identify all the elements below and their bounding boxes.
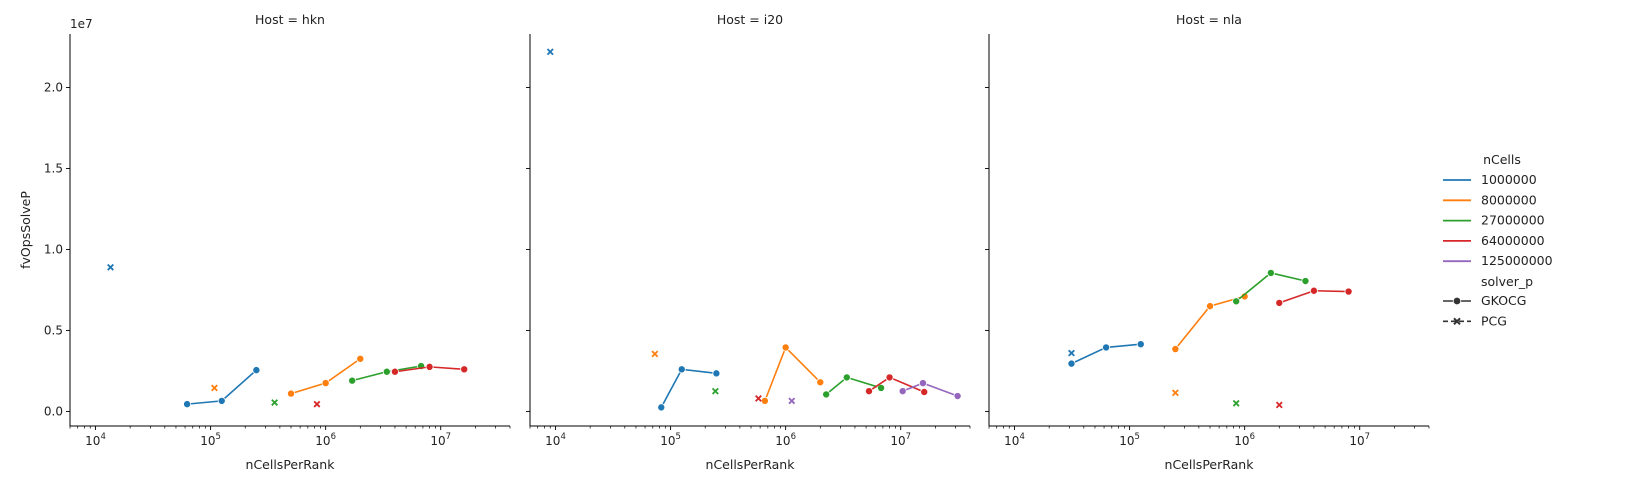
data-point-x bbox=[546, 48, 554, 56]
data-point-circle bbox=[382, 367, 391, 376]
y-tick-label: 2.0 bbox=[44, 80, 63, 94]
data-point-circle bbox=[712, 369, 721, 378]
data-point-circle bbox=[760, 396, 769, 405]
data-point-circle bbox=[898, 387, 907, 396]
data-point-x bbox=[755, 395, 762, 402]
legend-label: 27000000 bbox=[1481, 213, 1545, 228]
data-point-circle bbox=[1301, 277, 1310, 286]
x-tick-label: 107 bbox=[430, 432, 451, 448]
data-point-circle bbox=[460, 365, 469, 374]
data-point-circle bbox=[217, 396, 226, 405]
data-point-circle bbox=[877, 383, 886, 392]
y-tick-label: 1.0 bbox=[44, 242, 63, 256]
data-point-circle bbox=[657, 403, 666, 412]
data-point-circle bbox=[1266, 268, 1275, 277]
legend-label: 125000000 bbox=[1481, 253, 1553, 268]
x-tick-label: 107 bbox=[1349, 432, 1370, 448]
legend-marker-x bbox=[1453, 317, 1461, 326]
data-point-x bbox=[271, 399, 279, 406]
data-point-circle bbox=[287, 389, 296, 398]
legend-title: nCells bbox=[1483, 152, 1521, 167]
y-tick-label: 1.5 bbox=[44, 161, 63, 175]
x-axis-label: nCellsPerRank bbox=[1165, 457, 1255, 472]
facet-panel: Host = i20 104 105 106 107 nCellsPerRank bbox=[526, 12, 971, 472]
legend-marker-circle bbox=[1452, 296, 1462, 306]
x-axis-label: nCellsPerRank bbox=[706, 457, 796, 472]
x-tick-label: 104 bbox=[545, 432, 566, 448]
data-point-circle bbox=[1102, 343, 1111, 352]
legend-title: solver_p bbox=[1481, 274, 1533, 289]
data-point-circle bbox=[1275, 298, 1284, 307]
data-point-circle bbox=[918, 379, 927, 388]
data-point-circle bbox=[321, 379, 330, 388]
data-point-circle bbox=[920, 387, 929, 396]
data-point-circle bbox=[1309, 286, 1318, 295]
data-point-circle bbox=[781, 343, 790, 352]
y-tick-label: 0.5 bbox=[44, 323, 63, 337]
facet-title: Host = nla bbox=[1176, 12, 1242, 27]
data-point-circle bbox=[1206, 302, 1215, 311]
y-offset-label: 1e7 bbox=[70, 17, 93, 31]
data-point-x bbox=[313, 400, 321, 408]
data-point-circle bbox=[348, 376, 357, 385]
data-point-circle bbox=[1171, 345, 1180, 354]
data-point-circle bbox=[1344, 287, 1353, 296]
facet-panels: Host = hkn 104 105 106 107 0.0 0.5 1.0 1.5 2.0 nCe… bbox=[18, 12, 1430, 472]
data-point-x bbox=[651, 350, 659, 358]
data-point-circle bbox=[390, 367, 399, 376]
data-point-circle bbox=[183, 400, 192, 409]
legend-label: PCG bbox=[1481, 313, 1507, 328]
x-tick-label: 106 bbox=[1234, 432, 1255, 448]
x-tick-label: 106 bbox=[775, 432, 796, 448]
data-point-circle bbox=[356, 354, 365, 363]
facet-title: Host = hkn bbox=[255, 12, 325, 27]
data-point-circle bbox=[425, 362, 434, 371]
data-point-x bbox=[107, 263, 114, 271]
data-point-x bbox=[1068, 349, 1075, 357]
x-axis-label: nCellsPerRank bbox=[246, 457, 336, 472]
x-tick-label: 104 bbox=[1004, 432, 1025, 448]
data-point-circle bbox=[1232, 297, 1241, 306]
legend-label: GKOCG bbox=[1481, 293, 1526, 308]
x-tick-label: 105 bbox=[200, 432, 221, 448]
data-point-circle bbox=[677, 365, 686, 374]
data-point-circle bbox=[842, 373, 851, 382]
data-point-circle bbox=[822, 390, 831, 399]
data-point-circle bbox=[864, 387, 873, 396]
legend-label: 64000000 bbox=[1481, 233, 1545, 248]
data-point-circle bbox=[1136, 340, 1145, 349]
data-point-circle bbox=[953, 392, 962, 401]
x-tick-label: 105 bbox=[660, 432, 681, 448]
data-point-x bbox=[1232, 399, 1240, 407]
x-tick-label: 107 bbox=[890, 432, 911, 448]
data-point-x bbox=[1275, 401, 1283, 409]
legend-label: 1000000 bbox=[1481, 172, 1537, 187]
legend-label: 8000000 bbox=[1481, 192, 1537, 207]
facet-panel: Host = nla 104 105 106 107 nCellsPerRank bbox=[985, 12, 1430, 472]
x-tick-label: 105 bbox=[1119, 432, 1140, 448]
data-point-circle bbox=[885, 373, 894, 382]
data-point-circle bbox=[252, 366, 261, 375]
data-point-circle bbox=[1067, 359, 1076, 368]
data-point-x bbox=[711, 387, 719, 395]
facet-panel: Host = hkn 104 105 106 107 0.0 0.5 1.0 1.5 2.0 nCe… bbox=[18, 12, 511, 472]
y-tick-label: 0.0 bbox=[44, 404, 63, 418]
data-point-x bbox=[788, 397, 796, 405]
facet-title: Host = i20 bbox=[717, 12, 783, 27]
data-point-x bbox=[1171, 389, 1179, 397]
x-tick-label: 106 bbox=[315, 432, 336, 448]
legend: nCells 1000000 8000000 27000000 64000000 1250… bbox=[1443, 152, 1553, 328]
y-axis-label: fvOpsSolveP bbox=[18, 191, 33, 269]
data-point-x bbox=[211, 384, 218, 392]
data-point-circle bbox=[816, 378, 825, 387]
x-tick-label: 104 bbox=[85, 432, 106, 448]
